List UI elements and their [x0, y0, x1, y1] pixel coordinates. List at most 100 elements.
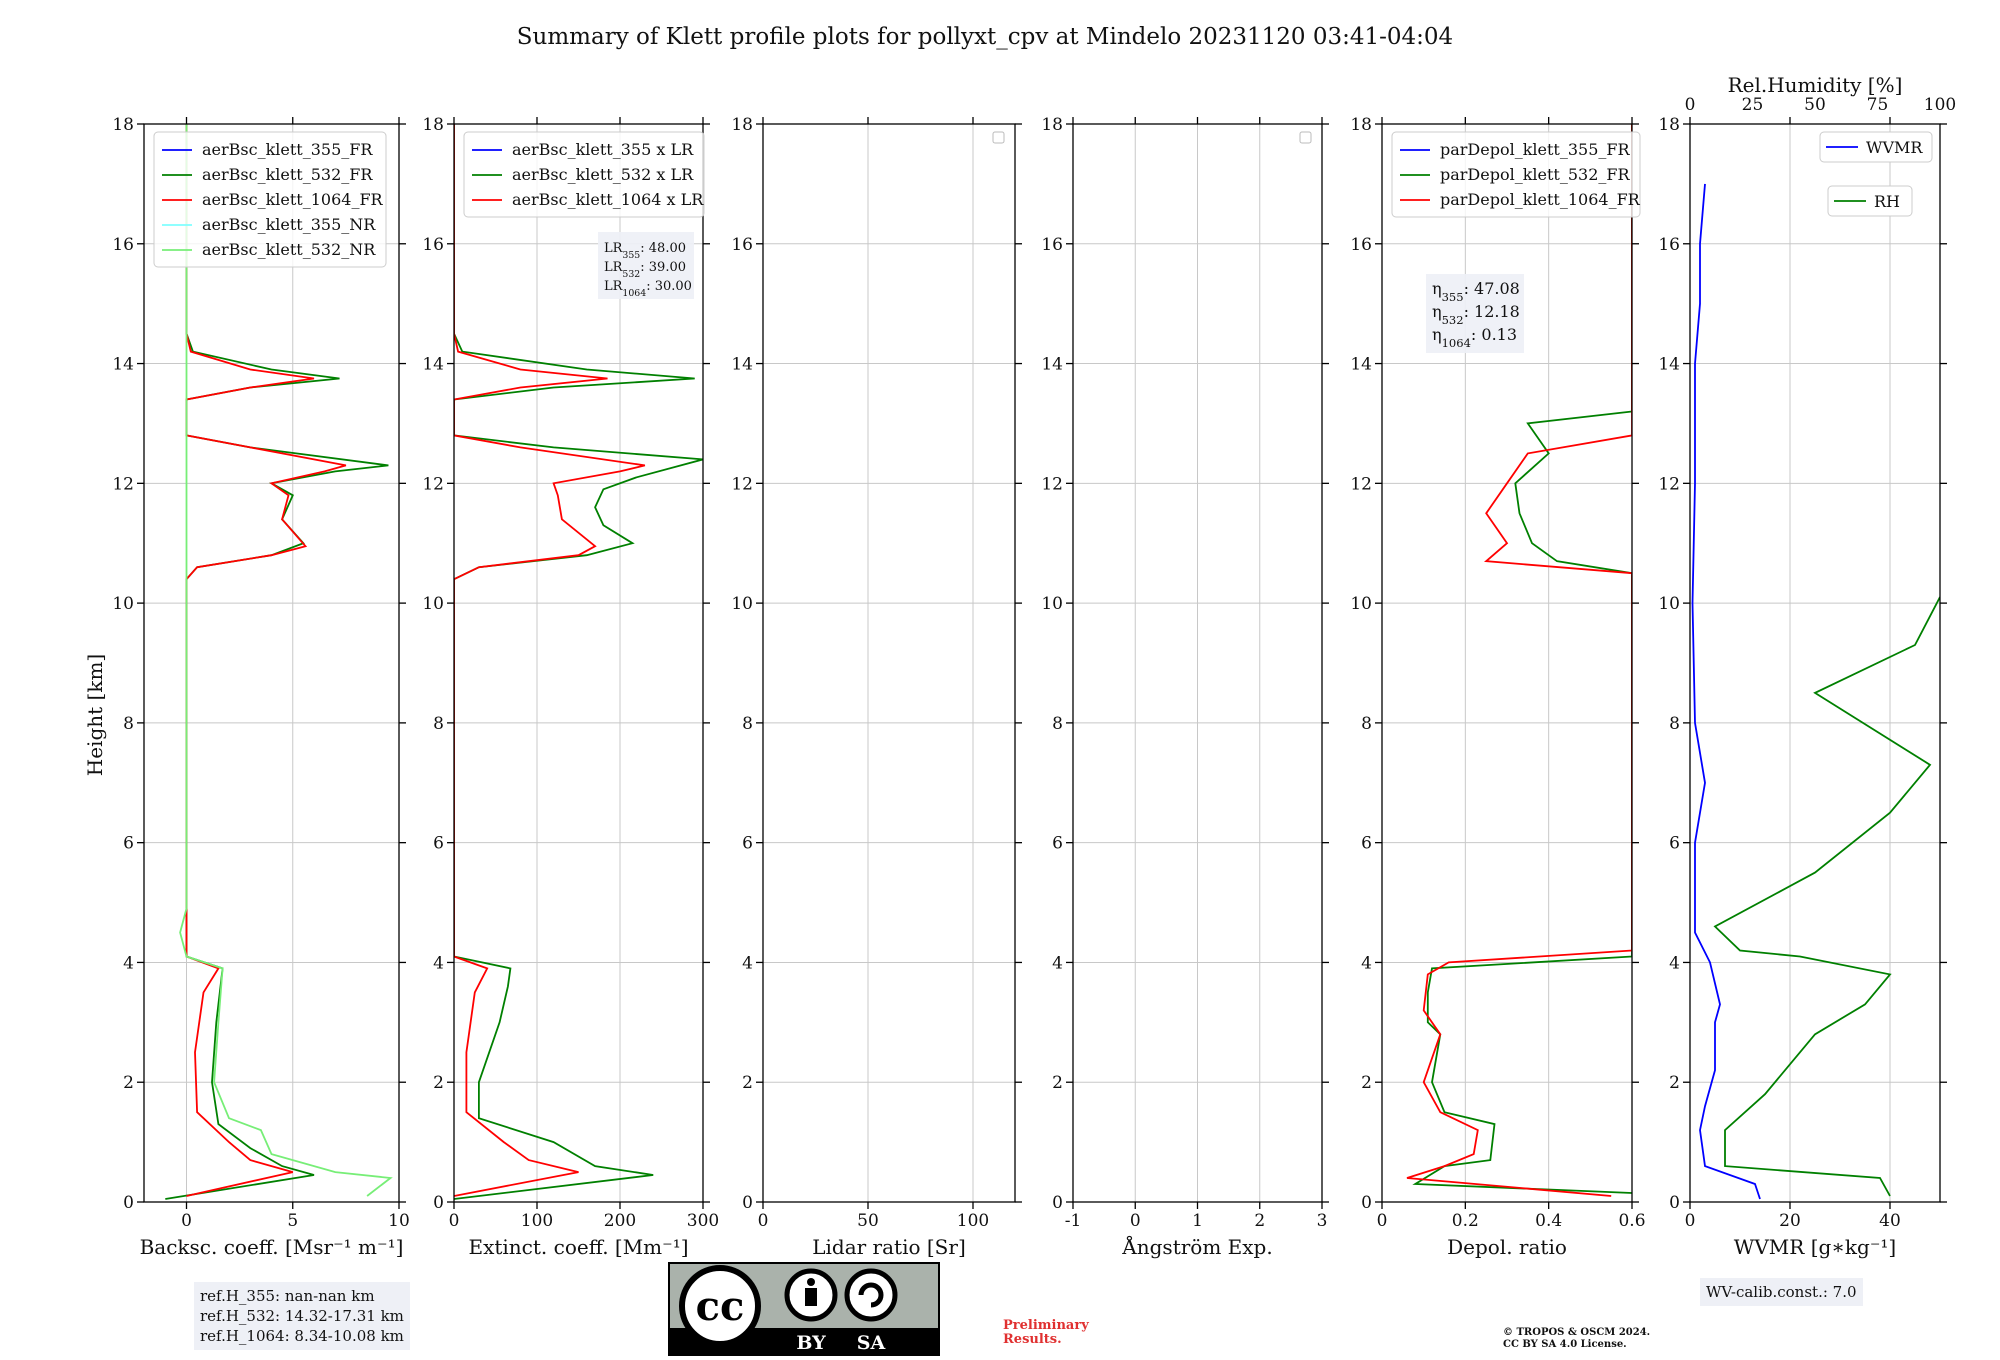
legend-label: aerBsc_klett_532_NR	[202, 240, 376, 259]
y-tick-label: 4	[123, 953, 134, 973]
ref-height-1064: ref.H_1064: 8.34-10.08 km	[200, 1327, 404, 1345]
x-tick-label: 0.2	[1452, 1211, 1479, 1231]
legend-label: aerBsc_klett_355 x LR	[512, 140, 694, 159]
cc-by-label: BY	[796, 1332, 826, 1354]
y-tick-label: 4	[1361, 953, 1372, 973]
share-alike-icon	[844, 1268, 898, 1322]
legend-box	[153, 131, 387, 268]
y-tick-label: 14	[1350, 355, 1372, 375]
y-tick-label: 18	[1658, 115, 1680, 135]
y-tick-label: 10	[1041, 594, 1063, 614]
y-tick-label: 2	[742, 1073, 753, 1093]
x-axis-label: Depol. ratio	[1447, 1235, 1567, 1259]
y-tick-label: 18	[1041, 115, 1063, 135]
series-line-aerbsc-klett-532-fr	[165, 124, 389, 1200]
legend-label: parDepol_klett_1064_FR	[1440, 190, 1641, 209]
cc-sa-label: SA	[857, 1332, 886, 1354]
panel-5: 0 2 4 6 8 10 12 14 16 18 0 0.2 0.4 0.6 Depol. ratio par…	[1350, 115, 1645, 1259]
plot-frame	[1689, 123, 1941, 1203]
y-tick-label: 16	[1041, 235, 1063, 255]
y-tick-label: 18	[731, 115, 753, 135]
y-tick-label: 10	[1658, 594, 1680, 614]
x-axis-label: Extinct. coeff. [Mm⁻¹]	[468, 1235, 688, 1259]
x-tick-label: 5	[287, 1211, 298, 1231]
y-tick-label: 6	[1669, 834, 1680, 854]
annotation-box	[598, 232, 694, 299]
y-tick-label: 2	[1361, 1073, 1372, 1093]
y-tick-label: 14	[731, 355, 753, 375]
x-tick-label: 50	[857, 1211, 879, 1231]
y-tick-label: 16	[1350, 235, 1372, 255]
top-tick-label: 25	[1742, 95, 1764, 115]
top-axis-label: Rel.Humidity [%]	[1728, 73, 1903, 97]
y-tick-label: 14	[1041, 355, 1063, 375]
y-tick-label: 10	[731, 594, 753, 614]
y-tick-label: 4	[742, 953, 753, 973]
y-axis-label: Height [km]	[83, 654, 107, 776]
panel-2: 0 2 4 6 8 10 12 14 16 18 0 100 200 300 Extinct. coeff.…	[422, 115, 719, 1259]
wv-calib-box: WV-calib.const.: 7.0	[1700, 1278, 1863, 1306]
legend-box	[1391, 131, 1641, 218]
series-line-pardepol-klett-1064-fr	[1406, 124, 1632, 1197]
y-tick-label: 12	[422, 474, 444, 494]
y-tick-label: 6	[433, 834, 444, 854]
y-tick-label: 12	[1041, 474, 1063, 494]
annotation-text: η532: 12.18	[1432, 302, 1520, 327]
cc-text: cc	[696, 1283, 745, 1330]
copyright-line-2: CC BY SA 4.0 License.	[1503, 1339, 1627, 1350]
y-tick-label: 0	[1052, 1193, 1063, 1213]
series-line-aerbsc-klett-1064-fr	[185, 124, 347, 1197]
y-tick-label: 8	[123, 714, 134, 734]
x-tick-label: 0	[758, 1211, 769, 1231]
legend-label: parDepol_klett_532_FR	[1440, 165, 1631, 184]
series-line-rh	[1713, 596, 1940, 1197]
y-tick-label: 8	[1052, 714, 1063, 734]
legend-label: RH	[1874, 192, 1900, 211]
x-axis-label: WVMR [g∗kg⁻¹]	[1734, 1235, 1896, 1259]
y-tick-label: 14	[1658, 355, 1680, 375]
y-tick-label: 2	[1052, 1073, 1063, 1093]
y-tick-label: 6	[123, 834, 134, 854]
legend-label: aerBsc_klett_355_NR	[202, 215, 376, 234]
y-tick-label: 10	[422, 594, 444, 614]
y-tick-label: 14	[422, 355, 444, 375]
x-tick-label: 0.6	[1618, 1211, 1645, 1231]
y-tick-label: 6	[1361, 834, 1372, 854]
preliminary-line-2: Results.	[1003, 1332, 1062, 1347]
y-tick-label: 12	[1350, 474, 1372, 494]
annotation-text: LR355: 48.00	[604, 241, 686, 261]
x-tick-label: 0	[1685, 1211, 1696, 1231]
legend-label: aerBsc_klett_532_FR	[202, 165, 373, 184]
cc-license-badge: cc BY SA	[668, 1262, 940, 1356]
y-tick-label: 8	[742, 714, 753, 734]
series-line-aerbsc-klett-532-nr	[179, 124, 393, 1197]
y-tick-label: 0	[742, 1193, 753, 1213]
y-tick-label: 2	[433, 1073, 444, 1093]
top-tick-label: 50	[1804, 95, 1826, 115]
legend-box	[1827, 185, 1913, 217]
x-tick-label: 40	[1879, 1211, 1901, 1231]
x-axis-label: Lidar ratio [Sr]	[812, 1235, 966, 1259]
series-line-pardepol-klett-532-fr	[1412, 124, 1632, 1194]
annotation-box	[1426, 274, 1524, 353]
preliminary-note: Preliminary Results.	[1003, 1319, 1089, 1347]
panel-3: 0 2 4 6 8 10 12 14 16 18 0 50 100 Lidar ratio [Sr]	[731, 115, 1022, 1259]
y-tick-label: 2	[123, 1073, 134, 1093]
x-tick-label: 10	[388, 1211, 410, 1231]
figure-title: Summary of Klett profile plots for polly…	[517, 24, 1453, 50]
legend-label: aerBsc_klett_1064 x LR	[512, 190, 704, 209]
x-tick-label: 200	[604, 1211, 636, 1231]
y-tick-label: 8	[1669, 714, 1680, 734]
preliminary-line-1: Preliminary	[1003, 1318, 1089, 1333]
legend-label: WVMR	[1866, 138, 1923, 157]
x-tick-label: 2	[1254, 1211, 1265, 1231]
legend-label: aerBsc_klett_355_FR	[202, 140, 373, 159]
y-tick-label: 4	[1052, 953, 1063, 973]
y-tick-label: 4	[433, 953, 444, 973]
y-tick-label: 2	[1669, 1073, 1680, 1093]
y-tick-label: 8	[433, 714, 444, 734]
top-tick-label: 0	[1685, 95, 1696, 115]
y-tick-label: 16	[112, 235, 134, 255]
y-tick-label: 16	[1658, 235, 1680, 255]
